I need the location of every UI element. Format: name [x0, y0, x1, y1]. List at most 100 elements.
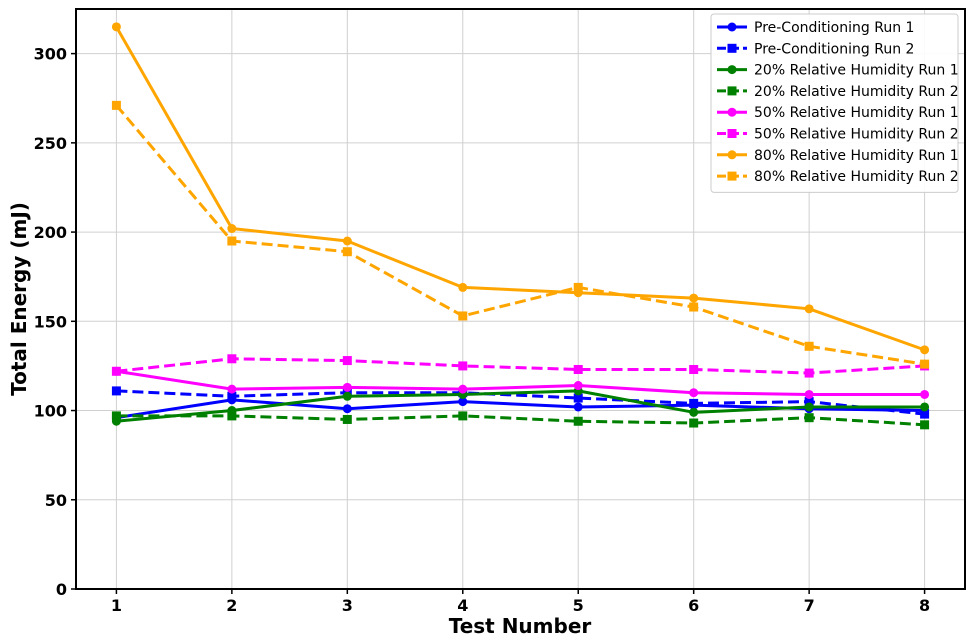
series-line: [116, 414, 925, 427]
legend-item: 50% Relative Humidity Run 1: [717, 105, 959, 121]
data-point: [342, 404, 352, 414]
data-point: [227, 384, 237, 394]
legend-marker: [727, 171, 737, 181]
series-line: [116, 389, 925, 416]
legend-item: 80% Relative Humidity Run 1: [717, 148, 959, 164]
data-point: [804, 389, 814, 399]
legend-label: Pre-Conditioning Run 1: [754, 20, 914, 36]
y-tick-label: 150: [34, 312, 67, 331]
data-point: [920, 345, 930, 355]
x-axis-title: Test Number: [449, 614, 592, 638]
data-point: [111, 22, 121, 32]
data-point: [573, 416, 583, 426]
legend-label: 20% Relative Humidity Run 2: [754, 84, 959, 100]
legend-item: Pre-Conditioning Run 1: [717, 20, 914, 36]
data-point: [458, 397, 468, 407]
data-point: [689, 388, 699, 398]
data-point: [920, 420, 930, 430]
data-point: [689, 418, 699, 428]
data-point: [227, 411, 237, 421]
data-point: [111, 411, 121, 421]
legend-label: 80% Relative Humidity Run 2: [754, 169, 959, 185]
data-point: [111, 386, 121, 396]
legend-label: 50% Relative Humidity Run 1: [754, 105, 959, 121]
x-tick-label: 1: [111, 596, 122, 615]
data-point: [804, 304, 814, 314]
data-point: [920, 359, 930, 369]
legend-marker: [727, 107, 737, 117]
y-tick-label: 100: [34, 402, 67, 421]
y-tick-label: 200: [34, 223, 67, 242]
series-line: [116, 357, 925, 375]
data-point: [227, 391, 237, 401]
series-lines: [111, 22, 930, 430]
legend-marker: [727, 150, 737, 160]
data-point: [804, 402, 814, 412]
y-tick-label: 50: [45, 491, 67, 510]
data-point: [920, 402, 930, 412]
series-line: [115, 26, 926, 352]
series-7: [111, 22, 930, 355]
legend-item: 20% Relative Humidity Run 1: [717, 63, 959, 79]
plot-frame: [75, 8, 966, 590]
data-point: [689, 293, 699, 303]
x-tick-label: 3: [342, 596, 353, 615]
series-6: [111, 354, 930, 378]
data-point: [689, 398, 699, 408]
data-point: [458, 361, 468, 371]
legend-item: 80% Relative Humidity Run 2: [717, 169, 959, 185]
x-tick-label: 7: [804, 596, 815, 615]
data-point: [458, 311, 468, 321]
legend-marker: [727, 86, 737, 96]
axis-ticks: 1 2 3 4 5 6 7 8 0 50 100 150 200 250 300: [34, 45, 931, 615]
data-point: [689, 302, 699, 312]
legend-label: 50% Relative Humidity Run 2: [754, 127, 959, 143]
data-point: [342, 382, 352, 392]
data-point: [804, 397, 814, 407]
data-point: [689, 364, 699, 374]
data-point: [573, 381, 583, 391]
y-tick-label: 250: [34, 134, 67, 153]
data-point: [804, 341, 814, 351]
y-axis-title: Total Energy (mJ): [7, 202, 31, 396]
data-point: [573, 282, 583, 292]
series-4: [111, 411, 930, 430]
x-tick-label: 4: [457, 596, 468, 615]
data-point: [227, 354, 237, 364]
data-point: [342, 391, 352, 401]
data-point: [458, 282, 468, 292]
data-point: [227, 236, 237, 246]
series-5: [111, 366, 930, 399]
series-line: [116, 389, 925, 423]
data-point: [573, 393, 583, 403]
x-tick-label: 5: [573, 596, 584, 615]
series-8: [111, 100, 930, 369]
legend-marker: [727, 129, 737, 138]
x-tick-label: 8: [919, 596, 930, 615]
legend-item: 50% Relative Humidity Run 2: [717, 127, 959, 143]
legend-marker: [727, 43, 737, 53]
data-point: [342, 356, 352, 366]
legend-item: Pre-Conditioning Run 2: [717, 41, 914, 57]
x-tick-label: 6: [688, 596, 699, 615]
data-point: [573, 364, 583, 374]
series-line: [115, 104, 925, 366]
data-point: [111, 366, 121, 376]
data-point: [804, 368, 814, 378]
data-point: [804, 413, 814, 423]
data-point: [920, 389, 930, 399]
data-point: [342, 414, 352, 424]
data-point: [111, 100, 121, 110]
data-point: [458, 384, 468, 394]
y-tick-label: 0: [56, 580, 67, 599]
series-line: [116, 369, 925, 396]
data-point: [342, 247, 352, 257]
y-tick-label: 300: [34, 45, 67, 64]
data-point: [227, 224, 237, 234]
legend-label: 20% Relative Humidity Run 1: [754, 63, 959, 79]
data-point: [342, 236, 352, 246]
legend-marker: [727, 22, 737, 32]
data-point: [458, 411, 468, 421]
